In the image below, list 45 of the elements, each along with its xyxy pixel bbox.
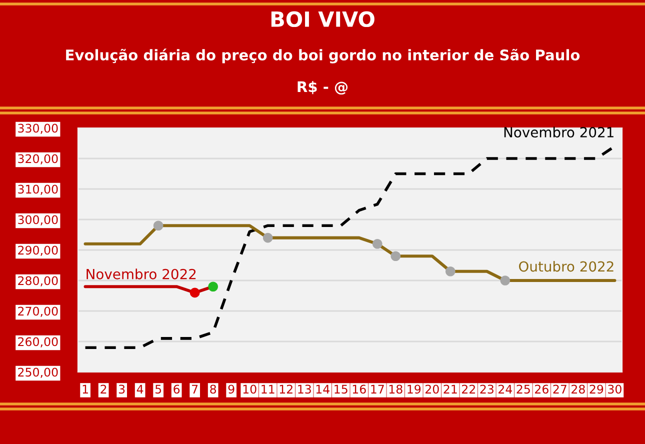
x-tick-label: 13	[298, 384, 311, 394]
x-tick-label: 10	[243, 384, 256, 394]
series-label: Novembro 2021	[504, 126, 614, 138]
x-tick-label: 23	[480, 384, 494, 394]
y-tick-label: 280,00	[18, 276, 58, 286]
x-tick-label: 24	[498, 384, 512, 394]
x-tick-label: 17	[371, 384, 384, 394]
x-tick-label: 27	[553, 384, 566, 394]
y-tick-label: 270,00	[18, 306, 58, 317]
x-tick-label: 20	[426, 384, 439, 394]
x-tick-label: 8	[210, 384, 216, 394]
x-tick-label: 4	[136, 384, 144, 394]
y-tick-label: 290,00	[18, 246, 58, 256]
x-tick-label: 2	[100, 384, 106, 394]
x-tick-label: 29	[590, 384, 604, 394]
y-tick-label: 300,00	[18, 215, 58, 226]
y-tick-label: 320,00	[18, 154, 58, 164]
x-tick-label: 9	[228, 384, 234, 394]
x-tick-label: 1	[82, 384, 88, 394]
x-tick-label: 19	[408, 384, 421, 394]
x-tick-label: 28	[572, 384, 585, 394]
x-tick-label: 3	[118, 384, 125, 394]
x-tick-label: 18	[389, 384, 402, 394]
x-tick-label: 14	[316, 384, 330, 394]
x-tick-label: 5	[155, 384, 162, 394]
x-tick-label: 12	[280, 384, 292, 394]
x-tick-label: 16	[352, 384, 366, 394]
x-tick-label: 11	[262, 384, 274, 394]
chart-subtitle: Evolução diária do preço do boi gordo no interior de São Paulo	[66, 48, 580, 64]
x-tick-label: 15	[334, 384, 348, 394]
x-tick-label: 26	[535, 384, 548, 394]
y-tick-label: 310,00	[18, 184, 58, 195]
x-tick-label: 6	[174, 384, 180, 394]
chart-title: BOI VIVO	[271, 11, 374, 28]
y-tick-label: 330,00	[18, 124, 58, 134]
x-tick-label: 21	[444, 384, 457, 394]
x-tick-label: 7	[192, 384, 198, 394]
series-label: Novembro 2022	[86, 268, 196, 280]
x-tick-label: 25	[516, 384, 530, 394]
x-tick-label: 30	[608, 384, 622, 394]
y-tick-label: 250,00	[18, 368, 58, 378]
y-tick-label: 260,00	[18, 337, 58, 348]
text: R$ - @	[298, 80, 348, 95]
x-tick-label: 22	[462, 384, 475, 394]
series-label: Outubro 2022	[519, 260, 614, 272]
